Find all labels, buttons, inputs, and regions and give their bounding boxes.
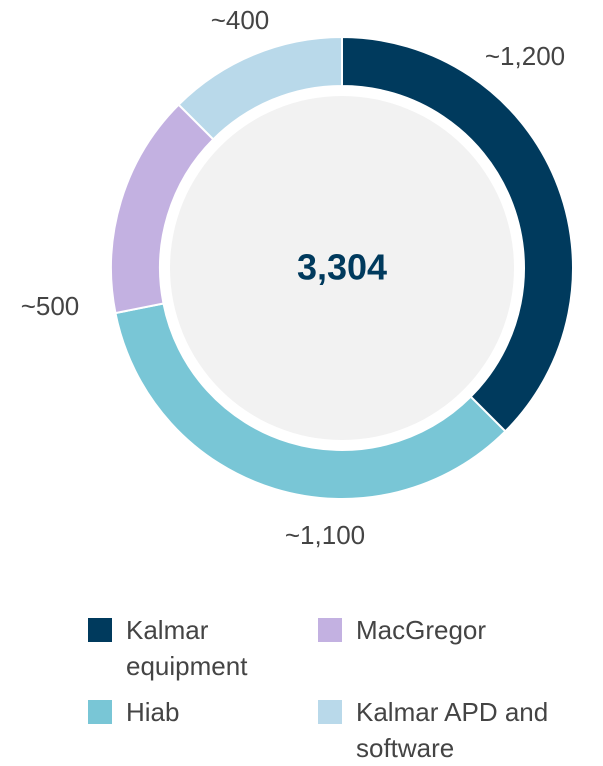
legend-label: Kalmar APD and software [356, 697, 549, 763]
legend: Kalmar equipment Hiab MacGregor Kalmar APD … [88, 612, 558, 763]
value-label: ~1,100 [285, 520, 365, 550]
legend-item: Kalmar equipment [88, 612, 318, 694]
legend-label: MacGregor [356, 615, 487, 645]
legend-swatch [318, 700, 342, 724]
legend-item: Kalmar APD and software [318, 694, 558, 763]
donut-segment [177, 35, 343, 141]
donut-segment [114, 302, 507, 500]
page: 3,304 ~1,200 ~1,100 ~500 ~400 Kalmar equipm… [20, 4, 574, 763]
legend-swatch [88, 618, 112, 642]
value-label: ~400 [211, 5, 270, 35]
legend-label: Kalmar equipment [126, 615, 248, 681]
legend-item: Hiab [88, 694, 318, 756]
legend-item: MacGregor [318, 612, 558, 694]
legend-swatch [88, 700, 112, 724]
value-label: ~500 [21, 291, 80, 321]
legend-swatch [318, 618, 342, 642]
value-label: ~1,200 [485, 41, 565, 71]
center-label: 3,304 [297, 247, 387, 288]
legend-label: Hiab [126, 697, 180, 727]
chart: 3,304 ~1,200 ~1,100 ~500 ~400 [21, 5, 574, 550]
center-disc [170, 96, 514, 440]
